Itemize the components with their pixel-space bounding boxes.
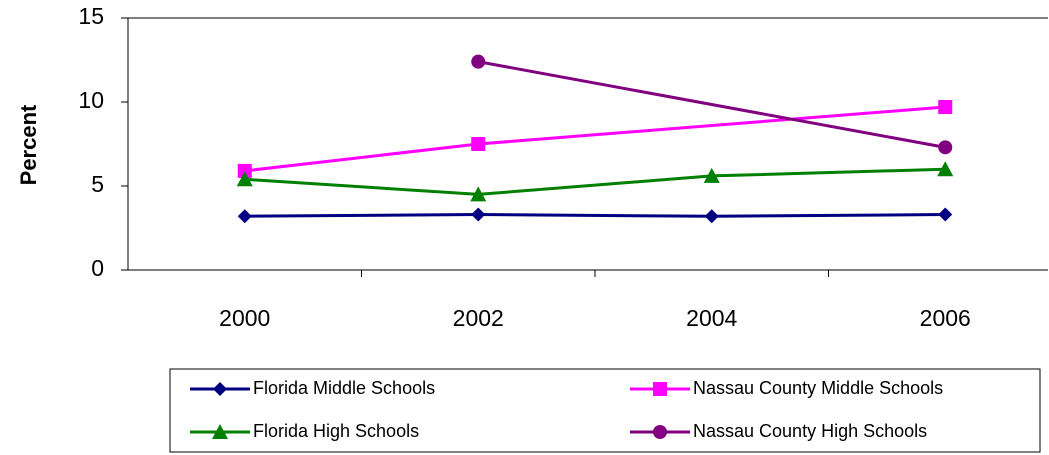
data-point bbox=[471, 54, 486, 69]
x-tick-label: 2006 bbox=[920, 305, 971, 331]
x-tick-label: 2002 bbox=[453, 305, 504, 331]
data-point bbox=[938, 140, 953, 155]
data-point bbox=[470, 186, 487, 202]
data-point bbox=[237, 163, 252, 178]
legend-label: Nassau County High Schools bbox=[693, 421, 927, 441]
legend-box bbox=[169, 368, 1041, 453]
data-point bbox=[471, 137, 486, 151]
data-point bbox=[704, 209, 719, 224]
data-point bbox=[938, 207, 953, 222]
legend-label: Nassau County Middle Schools bbox=[693, 378, 943, 398]
legend-marker bbox=[653, 425, 667, 439]
data-point bbox=[938, 100, 953, 115]
y-tick-label: 0 bbox=[91, 255, 104, 281]
legend-label: Florida Middle Schools bbox=[253, 378, 435, 398]
x-tick-label: 2004 bbox=[686, 305, 737, 331]
legend-marker bbox=[213, 382, 227, 396]
data-point bbox=[236, 171, 253, 187]
y-tick-label: 10 bbox=[78, 87, 104, 113]
y-tick-label: 15 bbox=[78, 3, 104, 29]
series-line bbox=[244, 213, 946, 218]
data-point bbox=[703, 167, 720, 183]
legend-label: Florida High Schools bbox=[253, 421, 419, 441]
series-line bbox=[244, 167, 946, 196]
data-point bbox=[237, 209, 252, 224]
series-line bbox=[477, 60, 946, 149]
y-tick-label: 5 bbox=[91, 171, 104, 197]
series-line bbox=[244, 105, 946, 173]
legend-marker bbox=[212, 424, 228, 439]
y-axis-label: Percent bbox=[16, 104, 41, 185]
legend-marker bbox=[653, 382, 667, 396]
data-point bbox=[937, 161, 954, 177]
x-tick-label: 2000 bbox=[219, 305, 270, 331]
data-point bbox=[471, 207, 486, 222]
